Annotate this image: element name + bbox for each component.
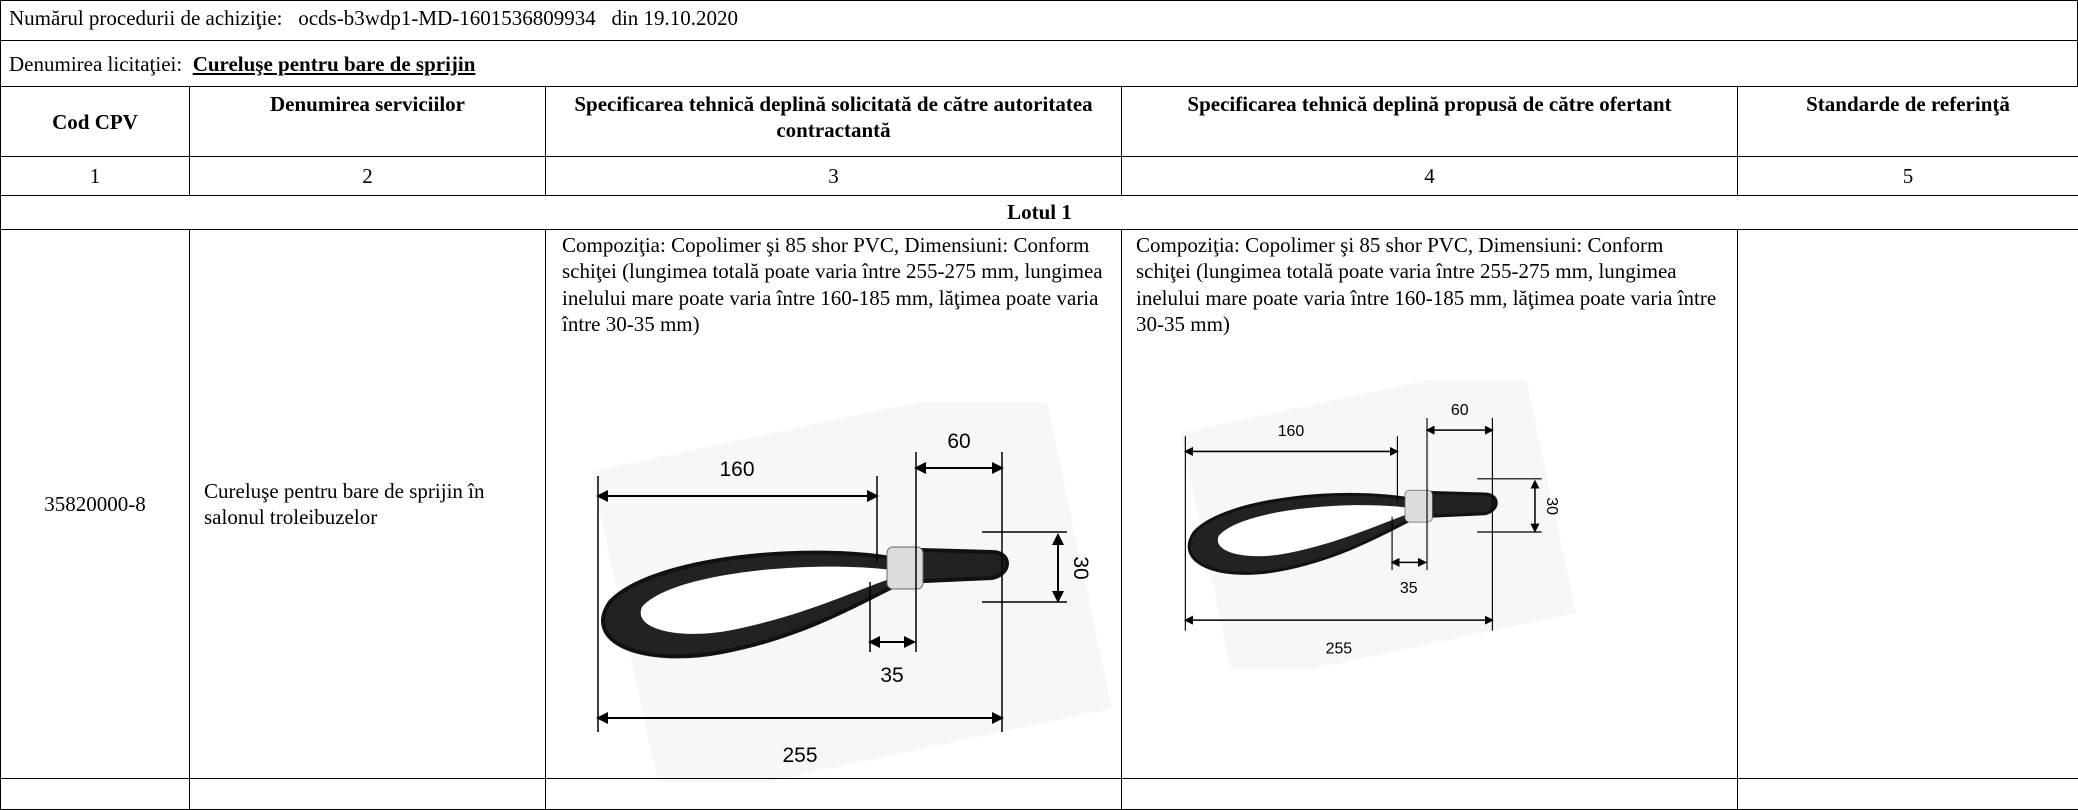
column-header: Cod CPV [0, 86, 190, 157]
service-name-text: Cureluşe pentru bare de sprijin în salon… [204, 478, 537, 531]
column-header: Specificarea tehnică deplină solicitată … [545, 86, 1122, 157]
column-number-text: 1 [90, 164, 101, 188]
column-number: 5 [1737, 156, 2078, 196]
dimension-label: 30 [1069, 556, 1092, 579]
dimension-label: 30 [1543, 497, 1560, 515]
service-name: Cureluşe pentru bare de sprijin în salon… [189, 229, 546, 779]
empty-cell [1737, 778, 2078, 810]
column-header-text: Specificarea tehnică deplină solicitată … [574, 92, 1092, 142]
column-number: 1 [0, 156, 190, 196]
empty-cell [1121, 778, 1738, 810]
column-number: 2 [189, 156, 546, 196]
empty-cell [545, 778, 1122, 810]
dimension-label: 35 [880, 664, 903, 687]
lot-row: Lotul 1 [0, 195, 2078, 230]
spec-required: Compoziţia: Copolimer şi 85 shor PVC, Di… [545, 229, 1122, 779]
lot-row-text: Lotul 1 [1007, 200, 1072, 224]
dimension-label: 35 [1400, 580, 1418, 597]
standards [1737, 229, 2078, 779]
date: din 19.10.2020 [611, 6, 738, 30]
label: Numărul procedurii de achiziţie: [9, 6, 282, 30]
column-header: Denumirea serviciilor [189, 86, 546, 157]
dimension-label: 60 [947, 430, 970, 453]
tender-row: Denumirea licitaţiei: Cureluşe pentru ba… [0, 40, 2078, 87]
procedure-id: ocds-b3wdp1-MD-1601536809934 [298, 6, 595, 30]
strap-drawing: 160 60 30 35 255 [562, 402, 1122, 782]
page: Numărul procedurii de achiziţie: ocds-b3… [0, 0, 2078, 809]
tender-name: Cureluşe pentru bare de sprijin [193, 52, 476, 76]
column-number-text: 4 [1424, 164, 1435, 188]
dimension-label: 255 [1326, 641, 1353, 658]
dimension-label: 60 [1451, 402, 1469, 419]
strap-drawing: 160 60 30 35 255 [1158, 380, 1584, 669]
column-number: 4 [1121, 156, 1738, 196]
dimension-label: 160 [719, 458, 754, 481]
empty-cell [0, 778, 190, 810]
cpv-code: 35820000-8 [0, 229, 190, 779]
column-number-text: 5 [1903, 164, 1914, 188]
buckle [887, 547, 923, 589]
procedure-row: Numărul procedurii de achiziţie: ocds-b3… [0, 0, 2078, 41]
spec-proposed-text: Compoziţia: Copolimer şi 85 shor PVC, Di… [1136, 233, 1716, 336]
column-header: Specificarea tehnică deplină propusă de … [1121, 86, 1738, 157]
label: Denumirea licitaţiei: [9, 52, 182, 76]
column-header-text: Standarde de referinţă [1806, 92, 2010, 116]
dimension-label: 160 [1278, 423, 1305, 440]
empty-cell [189, 778, 546, 810]
column-header-text: Specificarea tehnică deplină propusă de … [1187, 92, 1671, 116]
cpv-code-text: 35820000-8 [44, 491, 146, 517]
buckle [1405, 490, 1432, 522]
spec-required-text: Compoziţia: Copolimer şi 85 shor PVC, Di… [562, 233, 1103, 336]
column-number: 3 [545, 156, 1122, 196]
column-header-text: Cod CPV [52, 110, 138, 134]
column-header: Standarde de referinţă [1737, 86, 2078, 157]
spec-proposed: Compoziţia: Copolimer şi 85 shor PVC, Di… [1121, 229, 1738, 779]
dimension-label: 255 [782, 744, 817, 767]
column-header-text: Denumirea serviciilor [270, 92, 465, 116]
column-number-text: 3 [828, 164, 839, 188]
column-number-text: 2 [362, 164, 373, 188]
